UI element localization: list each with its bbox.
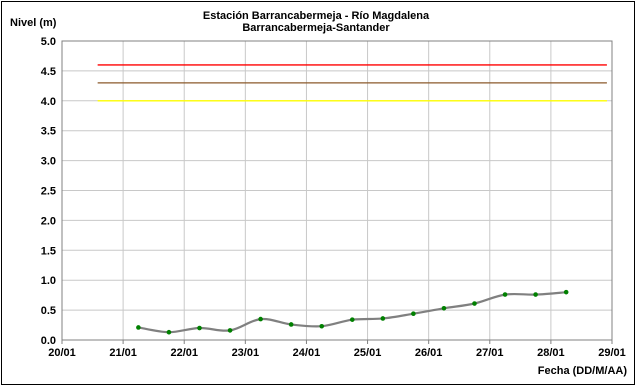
data-point xyxy=(472,301,477,306)
y-tick-label: 1.0 xyxy=(41,275,56,287)
data-point xyxy=(533,292,538,297)
data-point xyxy=(197,325,202,331)
data-point xyxy=(502,292,508,297)
data-point xyxy=(563,289,569,295)
x-tick-label: 23/01 xyxy=(232,347,260,359)
x-tick-label: 28/01 xyxy=(537,347,565,359)
x-tick-label: 21/01 xyxy=(109,347,137,359)
plot-area xyxy=(61,40,613,341)
x-tick-label: 29/01 xyxy=(598,347,626,359)
data-point xyxy=(441,306,447,311)
data-point xyxy=(349,317,355,322)
x-tick-label: 27/01 xyxy=(476,347,504,359)
data-point xyxy=(288,322,294,327)
data-point xyxy=(227,328,233,333)
x-axis-label: Fecha (DD/M/AA) xyxy=(538,365,628,377)
y-tick-label: 0.5 xyxy=(41,305,56,317)
y-tick-label: 1.5 xyxy=(41,245,56,257)
y-tick-label: 4.5 xyxy=(41,66,56,78)
series-line xyxy=(138,291,567,334)
data-point xyxy=(258,316,263,322)
x-tick-label: 22/01 xyxy=(170,347,198,359)
y-tick-label: 2.5 xyxy=(41,186,56,198)
y-axis-label: Nivel (m) xyxy=(10,17,57,29)
x-tick-labels: 20/01 21/01 22/01 23/01 24/01 25/01 26/01 27/01… xyxy=(48,347,626,359)
data-point xyxy=(136,325,141,330)
y-tick-label: 5.0 xyxy=(41,36,56,48)
x-tick-label: 24/01 xyxy=(293,347,321,359)
data-point xyxy=(319,323,325,329)
y-tick-label: 3.5 xyxy=(41,126,56,138)
x-tick-label: 25/01 xyxy=(354,347,382,359)
series xyxy=(136,289,569,335)
data-point xyxy=(166,329,172,335)
y-tick-labels: 0.0 0.5 1.0 1.5 2.0 2.5 3.0 3.5 4.0 4.5 5.0 xyxy=(41,36,56,347)
y-tick-label: 0.0 xyxy=(41,335,56,347)
x-tick-label: 20/01 xyxy=(48,347,76,359)
chart-title: Estación Barrancabermeja - Río Magdalena xyxy=(203,10,430,22)
data-point xyxy=(380,316,386,321)
y-tick-label: 4.0 xyxy=(41,96,56,108)
y-tick-label: 3.0 xyxy=(41,156,56,168)
grid xyxy=(61,40,613,344)
x-tick-label: 26/01 xyxy=(415,347,443,359)
threshold-lines xyxy=(97,64,607,102)
data-point xyxy=(411,311,416,316)
y-tick-label: 2.0 xyxy=(41,215,56,227)
chart-subtitle: Barrancabermeja-Santander xyxy=(242,22,390,34)
